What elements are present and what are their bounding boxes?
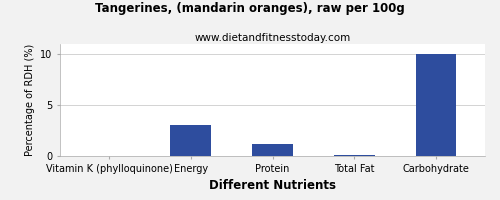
Bar [416,54,457,156]
X-axis label: Different Nutrients: Different Nutrients [209,179,336,192]
Title: www.dietandfitnesstoday.com: www.dietandfitnesstoday.com [194,33,350,43]
Bar [170,125,211,156]
Bar [334,155,374,156]
Y-axis label: Percentage of RDH (%): Percentage of RDH (%) [24,44,34,156]
Bar [252,144,293,156]
Text: Tangerines, (mandarin oranges), raw per 100g: Tangerines, (mandarin oranges), raw per … [95,2,405,15]
